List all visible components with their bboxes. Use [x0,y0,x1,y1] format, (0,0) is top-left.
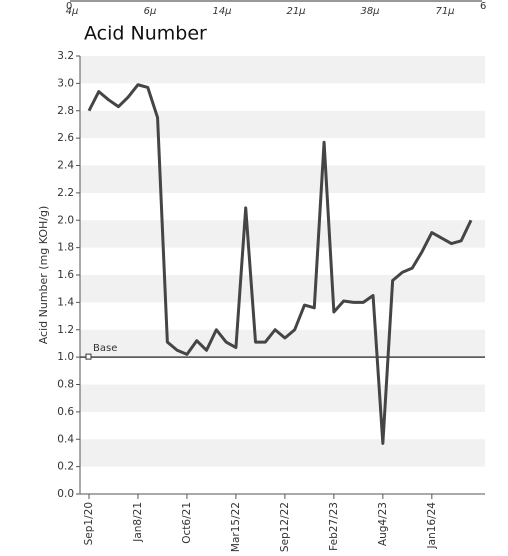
top-axis-label: 4μ [66,6,79,17]
y-tick-label: 3.0 [57,77,74,89]
x-tick-label: Jan8/21 [132,502,144,543]
grid-band [80,439,485,467]
y-tick-label: 0.8 [57,379,74,391]
top-axis-label: 71μ [435,6,454,17]
y-tick-label: 2.2 [57,187,74,199]
y-tick-label: 0.4 [57,433,74,445]
base-label: Base [93,343,117,354]
top-axis-label: 21μ [286,6,305,17]
y-tick-label: 0.6 [57,406,74,418]
y-tick-label: 2.4 [57,160,74,172]
y-tick-label: 1.8 [57,242,74,254]
chart-title: Acid Number [84,23,207,45]
y-tick-label: 0.0 [57,488,74,500]
y-axis-label: Acid Number (mg KOH/g) [37,206,50,345]
y-tick-label: 3.2 [57,50,74,62]
grid-band [80,56,485,84]
x-tick-label: Jan16/24 [426,502,438,550]
y-tick-label: 2.8 [57,105,74,117]
top-axis-label: 14μ [212,6,231,17]
x-tick-label: Aug4/23 [377,502,389,546]
y-tick-label: 0.2 [57,461,74,473]
base-marker [85,353,92,360]
top-axis-label: 0 [66,1,72,12]
x-tick-label: Sep1/20 [83,502,95,545]
top-axis-label: 38μ [360,6,379,17]
grid-band [80,275,485,303]
grid-band [80,384,485,412]
x-tick-label: Mar15/22 [230,502,242,552]
y-tick-label: 1.6 [57,269,74,281]
y-tick-label: 2.0 [57,214,74,226]
grid-band [80,329,485,358]
y-tick-label: 1.0 [57,351,74,363]
grid-band [80,220,485,248]
y-tick-label: 2.6 [57,132,74,144]
grid-band [80,165,485,193]
grid-band [80,110,485,139]
y-tick-label: 1.4 [57,296,74,308]
top-axis-label: 6 [480,1,486,12]
x-tick-label: Sep12/22 [279,502,291,552]
top-axis-label: 6μ [144,6,157,17]
data-line [87,83,473,445]
x-tick-label: Feb27/23 [328,502,340,551]
y-tick-label: 1.2 [57,324,74,336]
x-tick-label: Oct6/21 [181,502,193,544]
